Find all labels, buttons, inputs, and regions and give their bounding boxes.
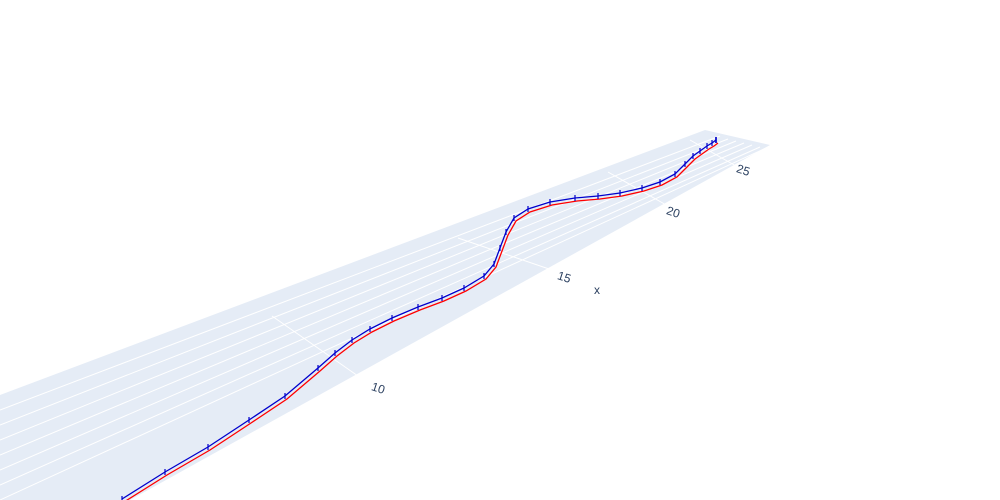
x-tick-label-25: 25 — [735, 161, 752, 179]
grid-cross-25 — [689, 139, 737, 167]
x-tick-label-20: 20 — [665, 203, 682, 221]
series-layer — [121, 137, 719, 500]
grid-cross-15 — [457, 237, 553, 271]
grid-strip-4 — [0, 144, 753, 471]
grid-strip-6 — [0, 147, 767, 500]
series-line-0 — [125, 142, 719, 500]
grid-strip-5 — [0, 146, 761, 486]
x-axis-title: x — [594, 283, 600, 297]
x-tick-labels: 10 15 20 25 — [370, 161, 752, 397]
grid-strip-2 — [0, 140, 737, 441]
grid-lines — [0, 135, 767, 500]
x-tick-label-15: 15 — [556, 268, 573, 286]
floor-plane — [0, 130, 770, 500]
series-line-1 — [121, 139, 717, 500]
grid-strip-1 — [0, 138, 729, 426]
x-tick-label-10: 10 — [370, 379, 387, 397]
grid-cross-10 — [271, 315, 359, 377]
grid-strip-0 — [0, 135, 721, 411]
